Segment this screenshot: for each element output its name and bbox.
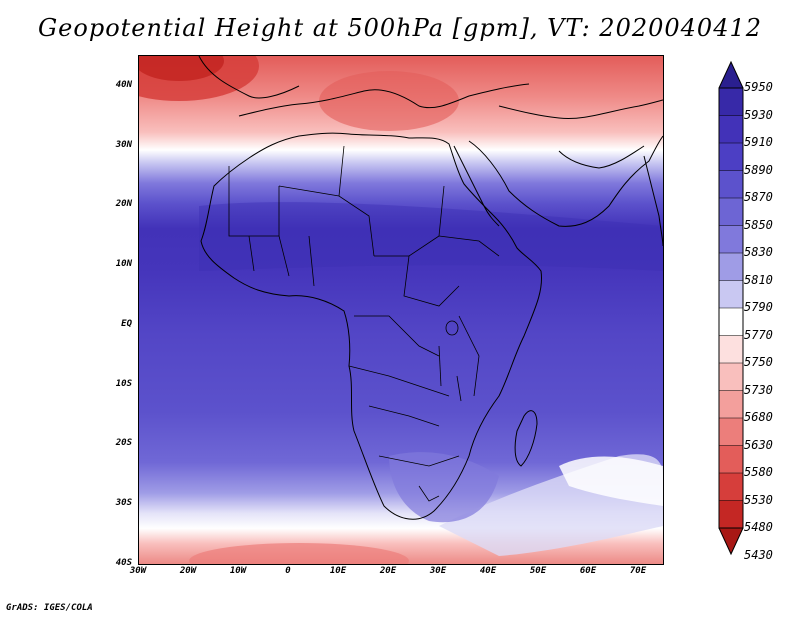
colorbar-cell [718, 417, 744, 447]
colorbar-cell [718, 197, 744, 227]
map-panel [138, 55, 664, 565]
colorbar-label: 5890 [744, 162, 773, 177]
colorbar-cell [718, 87, 744, 117]
colorbar-cell [718, 142, 744, 172]
coastlines [198, 56, 663, 520]
colorbar-label: 5480 [744, 520, 773, 534]
lon-label-40e: 40E [479, 566, 497, 576]
low-pressure-med [319, 71, 459, 131]
lon-label-60e: 60E [579, 566, 597, 576]
map-title: Geopotential Height at 500hPa [gpm], VT:… [38, 14, 762, 42]
lon-label-30w: 30W [129, 566, 147, 576]
ridge-white-se [559, 456, 663, 506]
lat-label-20s: 20S [115, 438, 132, 448]
colorbar-label: 5810 [744, 272, 773, 287]
colorbar-cell [718, 307, 744, 337]
colorbar-label: 5530 [744, 492, 773, 507]
lat-label-30n: 30N [115, 140, 132, 150]
colorbar-label: 5790 [744, 300, 773, 314]
colorbar-cell [718, 500, 744, 529]
lat-label-30s: 30S [115, 498, 132, 508]
colorbar-cell [718, 390, 744, 419]
colorbar-cell [718, 445, 744, 474]
trough-south-africa [389, 452, 499, 523]
lon-label-50e: 50E [529, 566, 547, 576]
colorbar-cell [718, 225, 744, 254]
lon-label-70e: 70E [629, 566, 647, 576]
colorbar-label: 5910 [744, 135, 773, 149]
colorbar-cell [718, 335, 744, 364]
colorbar [718, 60, 744, 556]
colorbar-cells [718, 62, 744, 554]
colorbar-label: 5830 [744, 245, 773, 259]
lat-label-40n: 40N [115, 80, 132, 90]
lat-label-40s: 40S [115, 558, 132, 568]
colorbar-cell [719, 528, 743, 554]
colorbar-label: 5750 [744, 355, 773, 369]
colorbar-label: 5730 [744, 382, 773, 397]
colorbar-cell [718, 362, 744, 392]
lat-label-10s: 10S [115, 379, 132, 389]
lat-label-20n: 20N [115, 199, 132, 209]
map-svg [139, 56, 663, 564]
lon-label-0: 0 [285, 566, 291, 576]
lakes [438, 320, 462, 402]
colorbar-label: 5930 [744, 107, 773, 122]
colorbar-label: 5870 [744, 190, 773, 204]
colorbar-label: 5430 [744, 547, 773, 562]
colorbar-cell [718, 472, 744, 502]
lat-label-10n: 10N [115, 259, 132, 269]
colorbar-cell [718, 280, 744, 309]
colorbar-label: 5770 [744, 327, 773, 342]
low-pressure-south [189, 543, 409, 564]
colorbar-label: 5580 [744, 465, 773, 479]
lat-label-eq: EQ [121, 319, 132, 329]
colorbar-label: 5850 [744, 217, 773, 232]
lon-label-20e: 20E [379, 566, 397, 576]
colorbar-cell [718, 170, 744, 199]
colorbar-label: 5950 [744, 80, 773, 94]
lon-label-10w: 10W [229, 566, 247, 576]
country-borders [228, 145, 500, 502]
colorbar-outline [718, 60, 744, 556]
lon-label-20w: 20W [179, 566, 197, 576]
lon-label-30e: 30E [429, 566, 447, 576]
colorbar-cell [718, 252, 744, 282]
lon-label-10e: 10E [329, 566, 347, 576]
colorbar-cell [719, 62, 743, 88]
grads-credit: GrADS: IGES/COLA [6, 603, 93, 613]
colorbar-cell [718, 115, 744, 144]
colorbar-label: 5630 [744, 437, 773, 452]
colorbar-label: 5680 [744, 410, 773, 424]
